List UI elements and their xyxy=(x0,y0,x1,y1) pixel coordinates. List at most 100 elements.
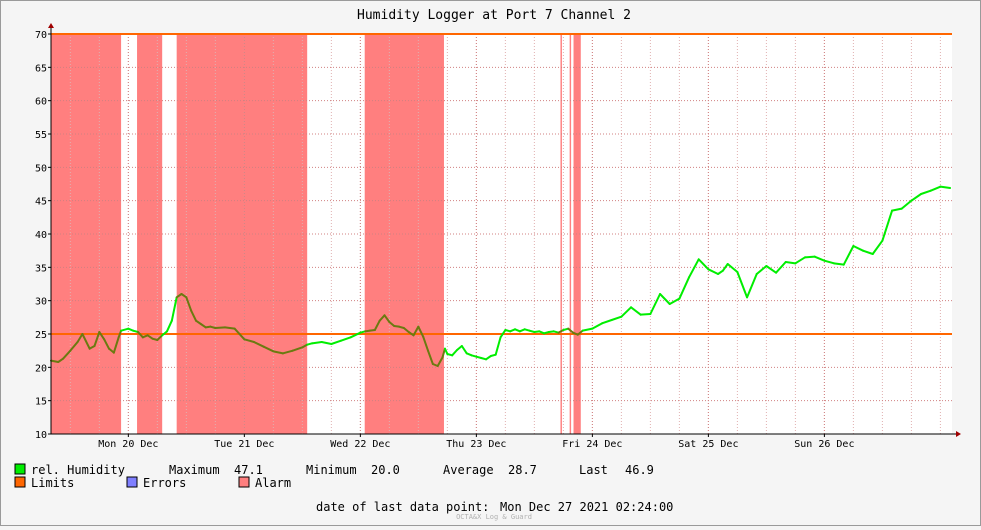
series-segment xyxy=(120,327,130,332)
limit-lines xyxy=(51,33,952,335)
y-tick-label: 70 xyxy=(35,30,47,41)
series-segment xyxy=(726,263,739,273)
legend-swatch-humidity xyxy=(14,463,26,475)
x-tick-labels: Mon 20 Dec Tue 21 Dec Wed 22 Dec Thu 23 Dec… xyxy=(98,434,854,450)
series-segment xyxy=(813,255,826,262)
series-segment xyxy=(451,349,459,357)
series-segment xyxy=(499,329,507,339)
x-tick-label: Tue 21 Dec xyxy=(214,439,274,450)
series-segment xyxy=(330,339,343,345)
series-segment xyxy=(311,341,323,345)
series-segment xyxy=(871,239,884,255)
x-axis-arrow xyxy=(956,431,961,437)
series-segment xyxy=(765,265,778,274)
series-segment xyxy=(929,185,942,192)
series-segment xyxy=(939,185,952,189)
y-tick-label: 60 xyxy=(35,97,47,108)
series-segment xyxy=(920,189,932,195)
series-segment xyxy=(402,327,410,333)
series-segment xyxy=(233,327,246,341)
series-segment xyxy=(862,249,874,255)
legend-label-humidity: rel. Humidity xyxy=(31,463,125,477)
series-segment xyxy=(668,297,681,305)
series-segment xyxy=(456,345,463,351)
series-segment xyxy=(436,356,444,367)
legend-last-label: Last xyxy=(579,463,608,477)
series-segment xyxy=(156,334,164,341)
last-data-point-label: date of last data point: xyxy=(316,500,489,514)
series-segment xyxy=(823,259,836,265)
alarm-period xyxy=(176,34,308,434)
series-segment xyxy=(214,326,227,329)
series-segment xyxy=(62,349,72,360)
series-segment xyxy=(388,321,396,327)
series-segment xyxy=(755,265,768,275)
series-segment xyxy=(494,336,502,356)
series-segment xyxy=(567,327,575,334)
legend-label-errors: Errors xyxy=(143,476,186,490)
series-segment xyxy=(224,326,236,330)
series-segment xyxy=(460,345,468,355)
series-segment xyxy=(736,271,749,299)
last-data-point-value: Mon Dec 27 2021 02:24:00 xyxy=(500,500,673,514)
series-segment xyxy=(852,245,865,252)
series-segment xyxy=(678,276,691,300)
series-segment xyxy=(340,336,352,342)
y-tick-label: 30 xyxy=(35,297,47,308)
legend-label-alarm: Alarm xyxy=(255,476,291,490)
series-segment xyxy=(746,273,758,299)
series-segment xyxy=(427,349,434,365)
series-segment xyxy=(697,258,710,271)
series-segment xyxy=(253,341,265,348)
series-segment xyxy=(291,346,304,352)
x-tick-label: Wed 22 Dec xyxy=(330,439,390,450)
x-tick-label: Fri 24 Dec xyxy=(562,439,622,450)
series-segment xyxy=(69,341,79,352)
series-segment xyxy=(601,319,613,325)
legend-swatch-limits xyxy=(14,476,26,488)
series-segment xyxy=(649,293,662,315)
series-segment xyxy=(842,245,855,266)
alarm-period xyxy=(51,34,122,434)
legend-average-label: Average xyxy=(443,463,494,477)
credit-text: OCTA&X Log & Guard xyxy=(456,513,532,521)
series-segment xyxy=(881,209,894,242)
y-tick-label: 10 xyxy=(35,430,47,441)
series-segment xyxy=(804,255,816,259)
series-segment xyxy=(784,261,797,265)
series-segment xyxy=(137,331,144,339)
y-tick-label: 15 xyxy=(35,397,47,408)
series-segment xyxy=(581,327,594,332)
legend-last-value: 46.9 xyxy=(625,463,654,477)
series-segment xyxy=(900,199,913,210)
legend-maximum-value: 47.1 xyxy=(234,463,263,477)
alarm-period xyxy=(573,34,581,434)
x-tick-label: Sun 26 Dec xyxy=(794,439,854,450)
legend-swatch-alarm xyxy=(238,476,250,488)
y-tick-label: 45 xyxy=(35,197,47,208)
series-segment xyxy=(630,306,642,316)
y-tick-label: 40 xyxy=(35,230,47,241)
series-segment xyxy=(576,329,584,336)
series-segment xyxy=(349,331,362,339)
series-segment xyxy=(81,333,91,350)
x-tick-label: Mon 20 Dec xyxy=(98,439,158,450)
series-segment xyxy=(243,338,256,343)
series-segment xyxy=(373,319,381,331)
series-segment xyxy=(659,293,671,305)
series-segment xyxy=(910,193,923,202)
series-segment xyxy=(688,258,700,279)
alarm-period xyxy=(137,34,163,434)
legend-label-limits: Limits xyxy=(31,476,74,490)
series-segment xyxy=(383,314,391,323)
series-segment xyxy=(103,338,111,350)
series-segment xyxy=(93,331,101,347)
series-segment xyxy=(620,306,633,318)
y-tick-labels: 10 15 20 25 30 35 40 45 50 55 60 65 70 xyxy=(35,30,51,441)
series-lines xyxy=(50,185,952,367)
series-segment xyxy=(610,315,623,321)
alarm-period xyxy=(364,34,444,434)
series-segment xyxy=(417,325,425,338)
